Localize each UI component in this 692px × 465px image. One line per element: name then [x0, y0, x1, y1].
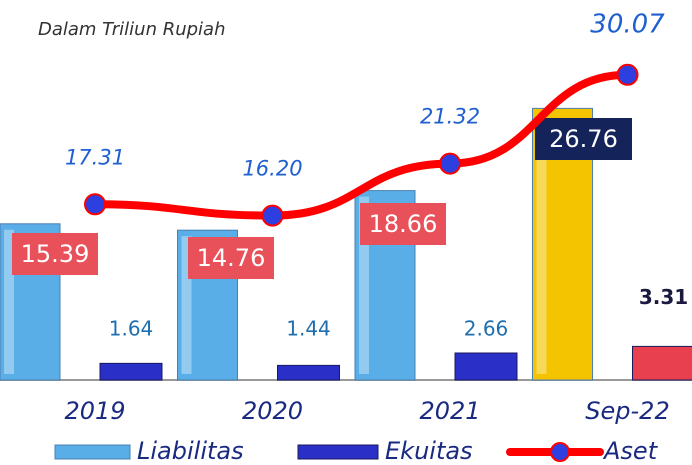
bar — [454, 352, 518, 381]
value-label: 17.31 — [65, 145, 125, 169]
legend-swatch — [54, 444, 131, 460]
value-label: 1.64 — [109, 317, 154, 341]
value-label: 16.20 — [242, 157, 302, 181]
bar-highlight — [359, 196, 369, 374]
label-box — [188, 237, 274, 279]
label-box — [360, 203, 446, 245]
line — [91, 70, 632, 220]
x-tick-label: 2021 — [419, 397, 480, 425]
marker — [84, 193, 106, 216]
legend-marker — [550, 442, 570, 462]
value-label: 18.66 — [369, 210, 438, 238]
value-label: 1.44 — [286, 317, 331, 341]
x-tick-label: 2020 — [242, 397, 303, 425]
value-label: 14.76 — [197, 244, 266, 272]
legend-label: Ekuitas — [385, 437, 473, 465]
legend-label: Liabilitas — [137, 437, 244, 465]
bar-highlight — [4, 229, 14, 374]
label-box — [535, 118, 632, 160]
value-label: 15.39 — [21, 240, 90, 268]
value-label: 3.31 — [639, 285, 688, 309]
value-label: 26.76 — [549, 125, 618, 153]
bar — [632, 345, 692, 381]
bar — [277, 364, 340, 381]
x-tick-label: 2019 — [64, 397, 125, 425]
marker — [616, 63, 639, 86]
bar — [99, 362, 163, 381]
value-label: 30.07 — [590, 10, 665, 40]
value-label: 21.32 — [420, 105, 480, 129]
label-box — [12, 233, 98, 275]
subtitle: Dalam Triliun Rupiah — [38, 19, 226, 40]
marker — [439, 152, 461, 175]
x-tick-label: Sep-22 — [585, 397, 669, 425]
legend-label: Aset — [602, 437, 659, 465]
marker — [261, 204, 284, 227]
bar-highlight — [536, 114, 547, 375]
value-label: 2.66 — [464, 317, 509, 341]
bar-highlight — [181, 236, 192, 374]
legend-swatch — [297, 444, 379, 460]
